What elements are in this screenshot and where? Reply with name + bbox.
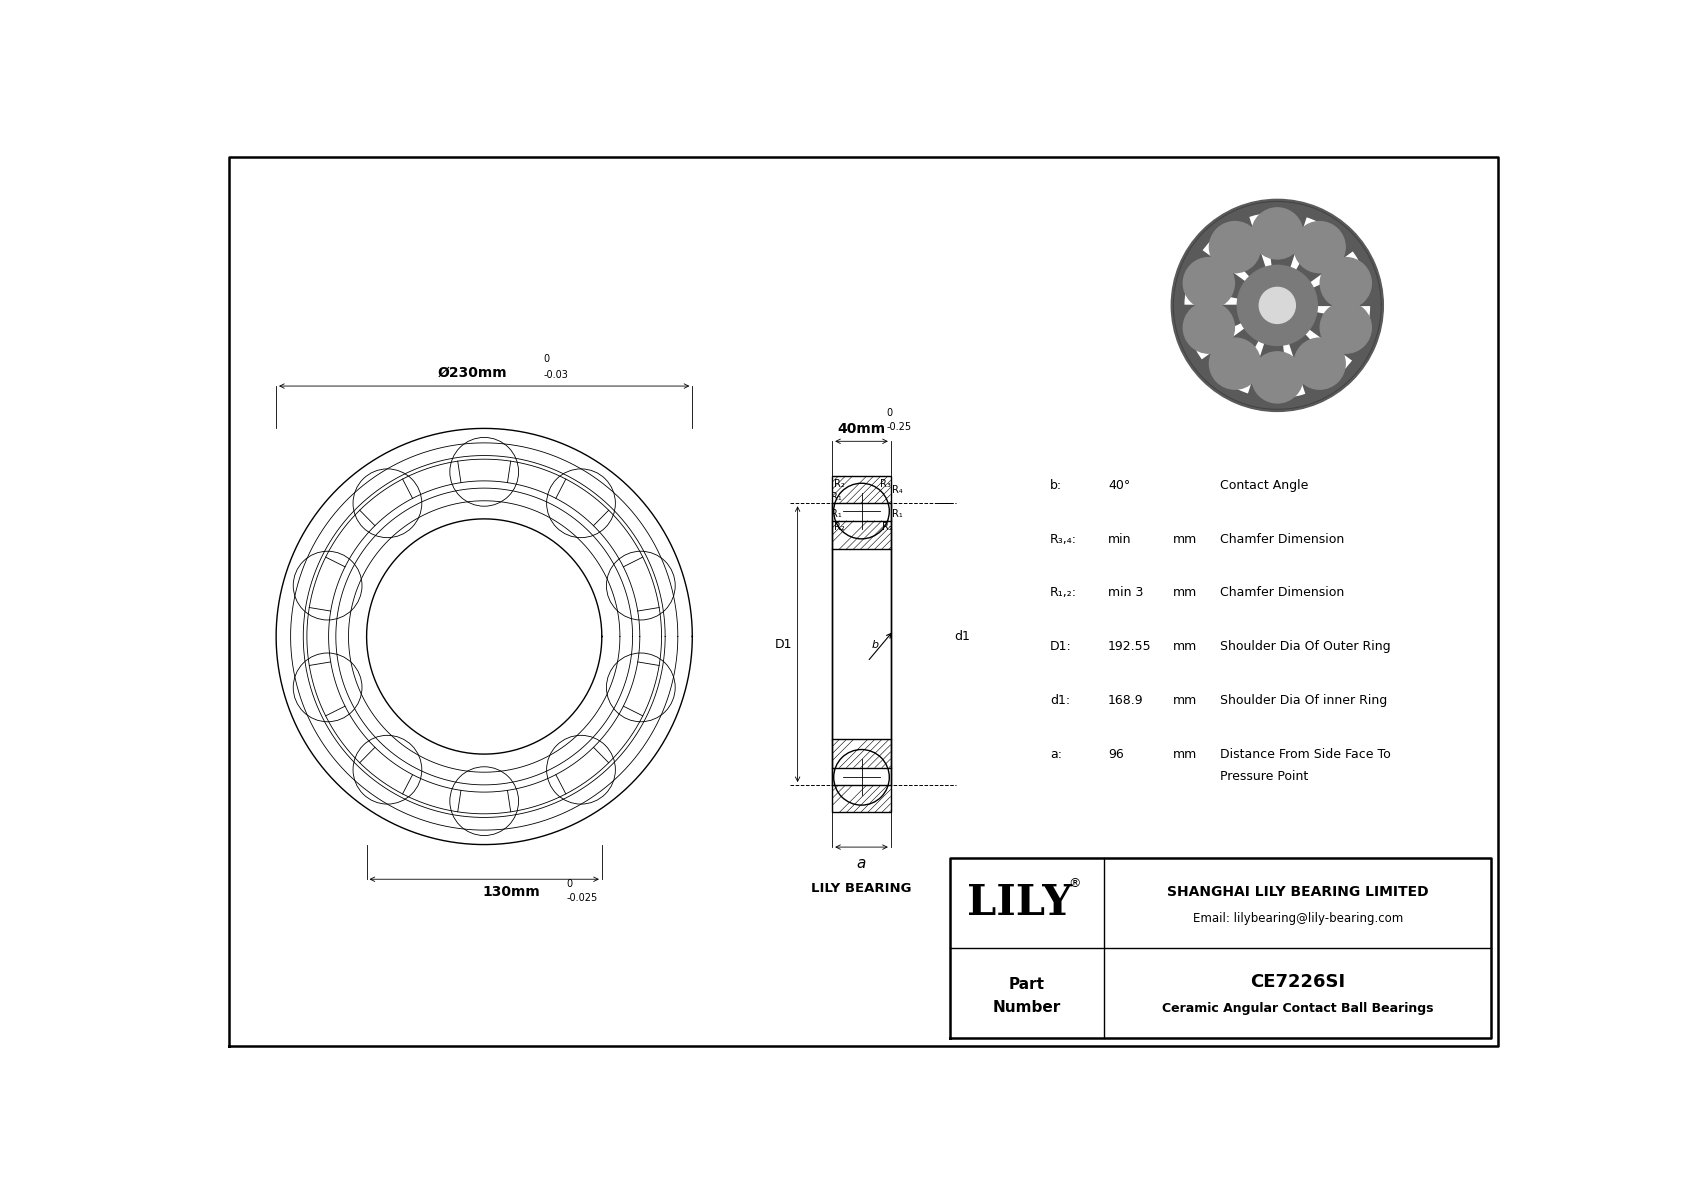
Wedge shape [1206, 206, 1265, 276]
Wedge shape [1174, 305, 1241, 350]
Circle shape [1320, 257, 1371, 308]
Wedge shape [1175, 244, 1244, 298]
Text: b: b [872, 640, 879, 650]
Wedge shape [1310, 313, 1379, 367]
Circle shape [1184, 257, 1234, 308]
Wedge shape [1314, 261, 1381, 305]
Circle shape [1251, 351, 1303, 403]
Bar [832, 476, 891, 504]
Text: R₁: R₁ [891, 509, 903, 519]
Text: 40mm: 40mm [837, 422, 886, 436]
Text: Ø230mm: Ø230mm [438, 366, 507, 380]
Text: 192.55: 192.55 [1108, 641, 1152, 654]
Circle shape [1209, 222, 1261, 273]
Text: Shoulder Dia Of Outer Ring: Shoulder Dia Of Outer Ring [1219, 641, 1391, 654]
Text: b:: b: [1051, 479, 1063, 492]
Text: Chamfer Dimension: Chamfer Dimension [1219, 532, 1344, 545]
Text: 0: 0 [566, 879, 573, 890]
Bar [832, 740, 891, 768]
Text: Chamfer Dimension: Chamfer Dimension [1219, 586, 1344, 599]
Bar [832, 520, 891, 549]
Text: min 3: min 3 [1108, 586, 1143, 599]
Circle shape [1209, 338, 1261, 389]
Text: mm: mm [1174, 532, 1197, 545]
Text: 40°: 40° [1108, 479, 1130, 492]
Text: min: min [1108, 532, 1132, 545]
Wedge shape [1194, 329, 1258, 397]
Text: R₄: R₄ [891, 485, 903, 495]
Text: Shoulder Dia Of inner Ring: Shoulder Dia Of inner Ring [1219, 694, 1388, 707]
Text: mm: mm [1174, 641, 1197, 654]
Text: 0: 0 [886, 409, 893, 418]
Text: Email: lilybearing@lily-bearing.com: Email: lilybearing@lily-bearing.com [1192, 912, 1403, 925]
Text: d1: d1 [953, 630, 970, 643]
Text: 168.9: 168.9 [1108, 694, 1143, 707]
Text: Pressure Point: Pressure Point [1219, 769, 1308, 782]
Wedge shape [1265, 201, 1310, 267]
Text: R₁: R₁ [832, 509, 842, 519]
Circle shape [1293, 338, 1346, 389]
Text: -0.03: -0.03 [544, 370, 569, 380]
Text: R₃: R₃ [881, 479, 891, 490]
Text: a:: a: [1051, 748, 1063, 761]
Circle shape [1251, 208, 1303, 258]
Bar [832, 785, 891, 812]
Text: ®: ® [1069, 877, 1081, 890]
Text: mm: mm [1174, 694, 1197, 707]
Text: Number: Number [994, 999, 1061, 1015]
Text: LILY BEARING: LILY BEARING [812, 881, 911, 894]
Text: d1:: d1: [1051, 694, 1071, 707]
Text: Contact Angle: Contact Angle [1219, 479, 1308, 492]
Text: Ceramic Angular Contact Ball Bearings: Ceramic Angular Contact Ball Bearings [1162, 1003, 1433, 1015]
Text: mm: mm [1174, 748, 1197, 761]
Text: R₃,₄:: R₃,₄: [1051, 532, 1078, 545]
Text: 96: 96 [1108, 748, 1123, 761]
Text: -0.25: -0.25 [886, 422, 911, 432]
Text: 130mm: 130mm [482, 885, 541, 899]
Text: R₁: R₁ [832, 492, 842, 501]
Circle shape [1293, 222, 1346, 273]
Text: Part: Part [1009, 977, 1046, 992]
Circle shape [1320, 303, 1371, 354]
Text: R₂: R₂ [881, 522, 893, 532]
Text: CE7226SI: CE7226SI [1250, 973, 1346, 991]
Wedge shape [1290, 335, 1349, 404]
Text: mm: mm [1174, 586, 1197, 599]
Wedge shape [1244, 343, 1290, 410]
Text: a: a [857, 856, 866, 872]
Text: SHANGHAI LILY BEARING LIMITED: SHANGHAI LILY BEARING LIMITED [1167, 885, 1428, 899]
Text: 0: 0 [544, 355, 549, 364]
Circle shape [1260, 287, 1295, 324]
Text: D1: D1 [775, 637, 791, 650]
Text: D1:: D1: [1051, 641, 1073, 654]
Circle shape [1184, 303, 1234, 354]
Text: R₂: R₂ [834, 522, 845, 532]
Text: R₂: R₂ [834, 479, 845, 490]
Text: LILY: LILY [967, 883, 1073, 924]
Text: -0.025: -0.025 [566, 893, 598, 903]
Text: Distance From Side Face To: Distance From Side Face To [1219, 748, 1391, 761]
Text: R₁,₂:: R₁,₂: [1051, 586, 1078, 599]
Wedge shape [1297, 214, 1361, 282]
